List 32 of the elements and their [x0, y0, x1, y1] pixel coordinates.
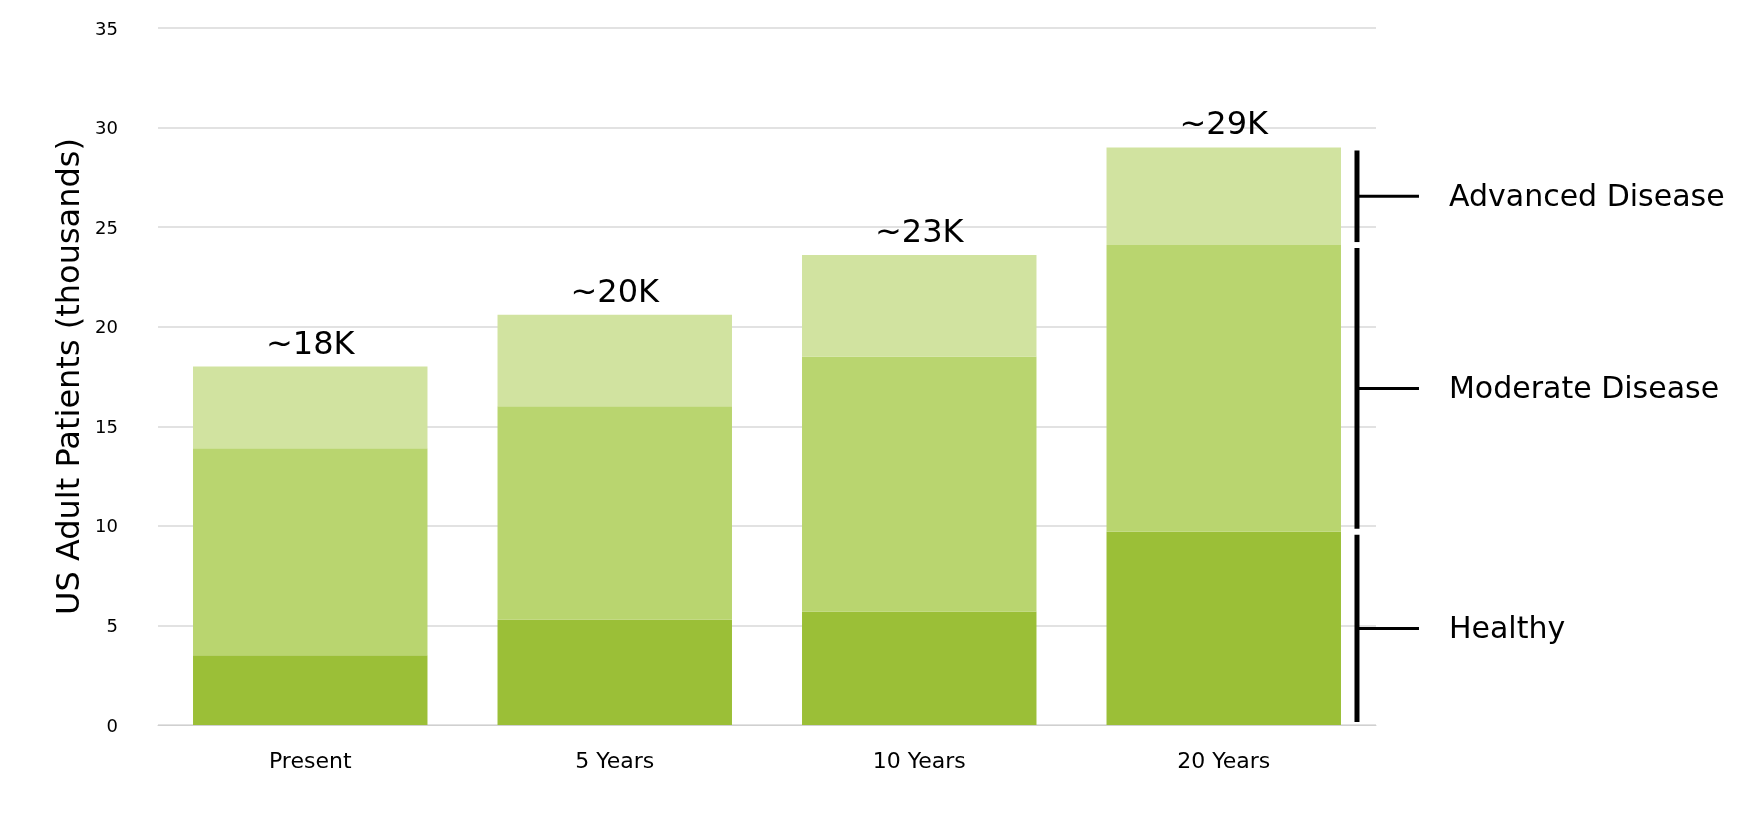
total-label: ~20K [570, 271, 661, 310]
bar [1106, 245, 1341, 532]
bar [1106, 147, 1341, 246]
bar [497, 619, 732, 725]
bar [1106, 531, 1341, 725]
bar [497, 406, 732, 620]
text: Advanced Disease [1448, 178, 1725, 214]
text: Healthy [1448, 610, 1566, 646]
y-tick-label: 15 [95, 415, 118, 437]
x-tick-label: 10 Years [872, 747, 966, 773]
y-tick-label: 35 [95, 17, 118, 39]
total-label: ~23K [874, 212, 965, 251]
x-tick-label: Present [268, 747, 352, 773]
y-tick-label: 20 [95, 316, 118, 338]
y-tick-label: 0 [106, 714, 118, 736]
x-tick-label: 20 Years [1177, 747, 1271, 773]
y-tick-label: 10 [95, 515, 118, 537]
x-tick-label: 5 Years [575, 747, 655, 773]
bar [193, 366, 428, 449]
total-label: ~18K [265, 323, 356, 362]
bar [802, 611, 1037, 725]
bar [802, 356, 1037, 612]
bar [802, 255, 1037, 357]
total-label: ~29K [1179, 104, 1270, 143]
y-tick-label: 25 [95, 216, 118, 238]
y-tick-label: 5 [106, 614, 118, 636]
bar [193, 655, 428, 725]
y-tick-label: 30 [95, 117, 118, 139]
y-axis-title: US Adult Patients (thousands) [49, 138, 88, 615]
bar [193, 448, 428, 656]
bar [497, 314, 732, 407]
text: Moderate Disease [1448, 370, 1720, 406]
